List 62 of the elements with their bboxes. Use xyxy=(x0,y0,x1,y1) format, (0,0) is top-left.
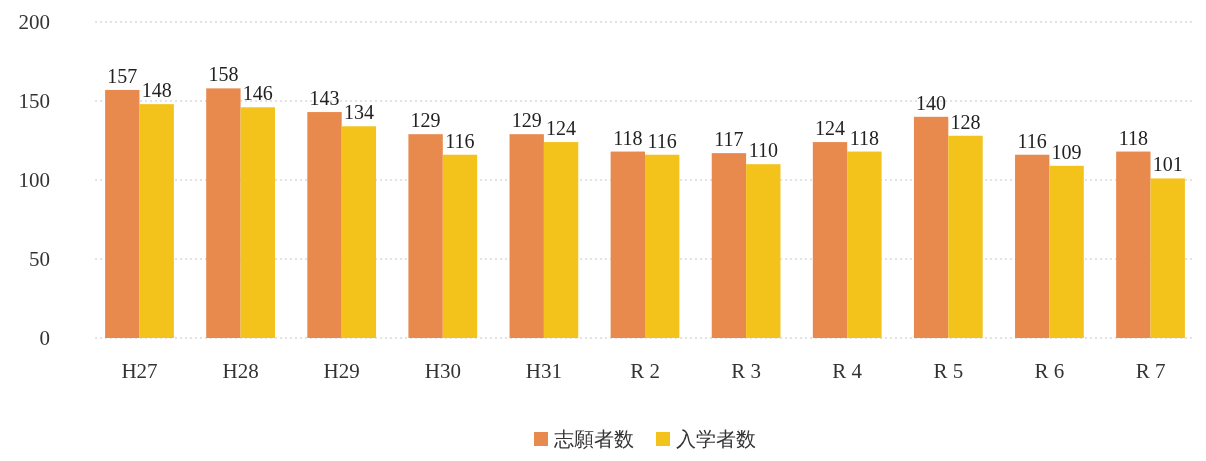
data-label: 134 xyxy=(343,101,374,124)
data-label: 143 xyxy=(309,87,340,110)
bar xyxy=(1150,178,1185,338)
data-label: 158 xyxy=(208,63,239,86)
bar xyxy=(139,104,174,338)
bar xyxy=(509,134,544,338)
data-label: 118 xyxy=(849,126,880,149)
legend-label: 入学者数 xyxy=(676,427,756,451)
data-label: 124 xyxy=(815,117,846,140)
bar xyxy=(1049,165,1084,338)
x-tick-label: R 7 xyxy=(1135,358,1166,383)
x-tick-label: H28 xyxy=(222,358,259,383)
y-tick-label: 50 xyxy=(29,247,50,272)
bar xyxy=(948,135,983,338)
y-tick-label: 150 xyxy=(18,89,50,114)
bar xyxy=(913,116,949,338)
data-label: 101 xyxy=(1152,153,1183,176)
bar xyxy=(1116,151,1151,338)
bar xyxy=(341,126,377,338)
data-label: 116 xyxy=(1017,129,1047,152)
bar xyxy=(812,142,848,338)
x-tick-label: H31 xyxy=(525,358,562,383)
y-tick-label: 100 xyxy=(18,168,50,193)
data-label: 118 xyxy=(613,126,643,149)
data-label: 128 xyxy=(950,110,981,133)
bar xyxy=(746,164,781,338)
y-tick-label: 200 xyxy=(18,10,50,35)
data-label: 129 xyxy=(410,109,441,132)
x-tick-label: R 2 xyxy=(630,358,660,383)
y-tick-label: 0 xyxy=(39,326,50,351)
bar xyxy=(206,88,241,338)
data-label: 110 xyxy=(748,139,778,162)
bar xyxy=(240,107,275,338)
data-label: 129 xyxy=(511,109,542,132)
x-tick-label: H29 xyxy=(323,358,360,383)
data-label: 140 xyxy=(916,91,947,114)
data-label: 117 xyxy=(714,128,744,151)
x-tick-label: H27 xyxy=(121,358,158,383)
data-label: 124 xyxy=(546,117,577,140)
data-label: 118 xyxy=(1118,126,1148,149)
bar xyxy=(307,112,342,338)
data-label: 157 xyxy=(107,64,138,87)
data-label: 116 xyxy=(445,129,475,152)
bar xyxy=(645,154,680,338)
x-tick-label: R 3 xyxy=(731,358,761,383)
bar xyxy=(847,151,882,338)
x-tick-label: H30 xyxy=(424,358,461,383)
data-label: 116 xyxy=(647,129,677,152)
x-tick-label: R 6 xyxy=(1034,358,1065,383)
bar xyxy=(610,151,645,338)
x-tick-label: R 4 xyxy=(832,358,863,383)
legend-label: 志願者数 xyxy=(554,427,634,451)
data-label: 109 xyxy=(1051,140,1082,163)
bar xyxy=(543,142,579,338)
data-label: 146 xyxy=(242,82,273,105)
x-tick-label: R 5 xyxy=(933,358,964,383)
bar xyxy=(442,154,478,338)
bar xyxy=(105,89,140,338)
bar xyxy=(711,153,747,338)
bar xyxy=(1015,154,1050,338)
bar xyxy=(408,134,443,338)
data-label: 148 xyxy=(141,79,172,102)
